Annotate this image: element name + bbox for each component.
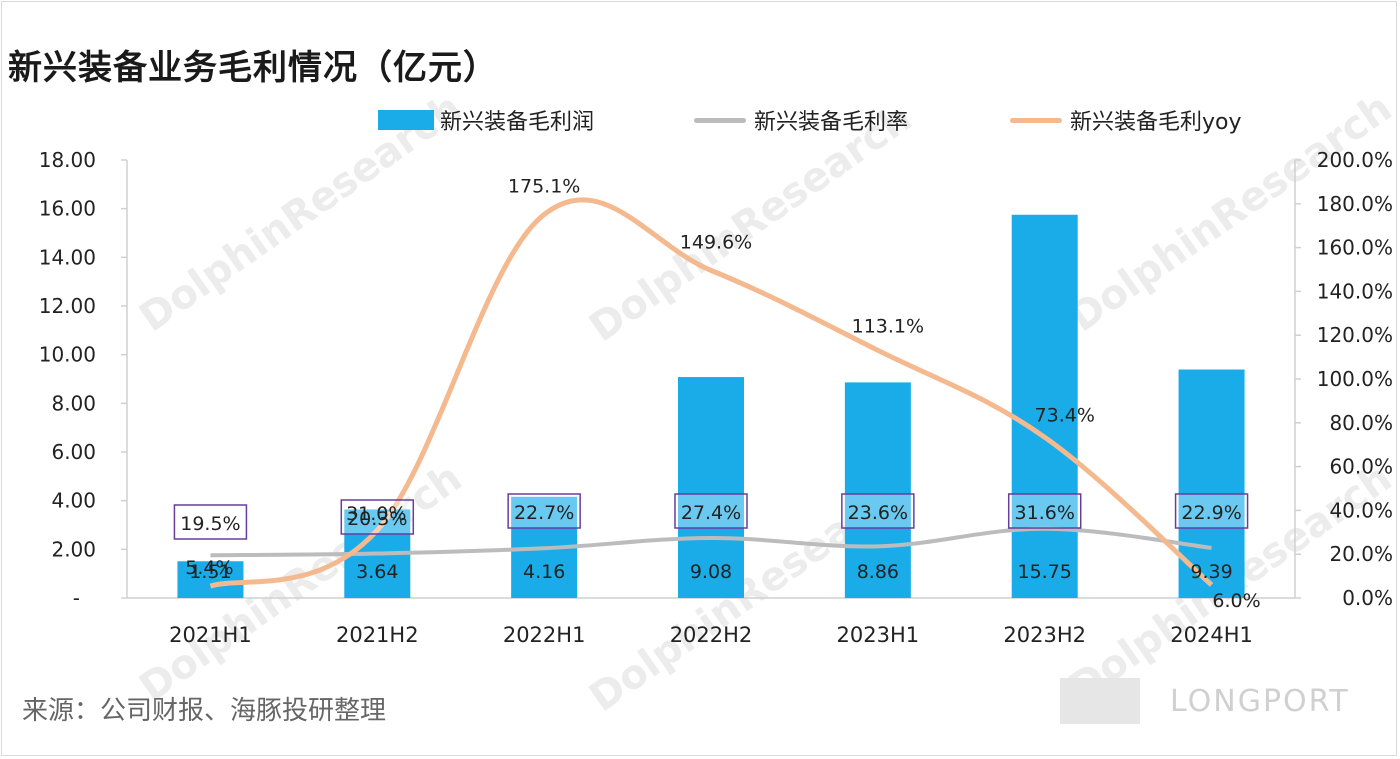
margin-label-box <box>507 493 581 529</box>
yoy-line <box>209 197 1214 589</box>
right-tick-label: 120.0% <box>1317 323 1393 347</box>
yoy-data-label: 149.6% <box>680 231 752 253</box>
bar-data-label: 9.08 <box>690 561 732 583</box>
left-tick-label: 14.00 <box>39 245 96 269</box>
logo-mark <box>1060 678 1140 724</box>
right-tick-label: 40.0% <box>1329 498 1393 522</box>
x-tick-label: 2022H1 <box>503 623 586 647</box>
margin-label-box <box>1174 493 1249 529</box>
bar <box>1011 214 1078 598</box>
right-tick-label: 60.0% <box>1329 455 1393 479</box>
x-tick-label: 2021H1 <box>169 623 252 647</box>
yoy-data-label: 31.0% <box>346 503 406 525</box>
bar <box>678 377 744 598</box>
bar <box>1178 369 1245 598</box>
bar-data-label: 8.86 <box>857 561 899 583</box>
left-tick-label: 2.00 <box>51 537 96 561</box>
bar <box>177 561 244 598</box>
margin-data-label: 19.5% <box>180 513 240 535</box>
legend-bar-swatch <box>378 110 434 130</box>
margin-data-label: 22.9% <box>1181 502 1241 524</box>
left-tick-label: 10.00 <box>39 343 96 367</box>
bar-data-label: 9.39 <box>1190 561 1232 583</box>
right-tick-label: 200.0% <box>1317 148 1393 172</box>
legend-item-bar: 新兴装备毛利润 <box>378 104 594 136</box>
left-tick-label: 12.00 <box>39 294 96 318</box>
margin-data-label: 22.7% <box>514 502 574 524</box>
left-tick-label: 16.00 <box>39 197 96 221</box>
legend-label: 新兴装备毛利润 <box>440 110 595 135</box>
legend-label: 新兴装备毛利yoy <box>1070 110 1242 135</box>
legend-label: 新兴装备毛利率 <box>754 110 909 135</box>
longport-logo: LONGPORT <box>1060 678 1350 724</box>
yoy-data-label: 175.1% <box>508 176 580 198</box>
margin-data-label: 31.6% <box>1015 502 1075 524</box>
logo-text: LONGPORT <box>1170 683 1350 719</box>
x-tick-label: 2024H1 <box>1170 623 1253 647</box>
bar-data-label: 3.64 <box>356 561 398 583</box>
left-tick-label: 18.00 <box>39 148 96 172</box>
right-tick-label: 0.0% <box>1342 586 1393 610</box>
left-tick-label: 6.00 <box>51 440 96 464</box>
legend-item-yoy: 新兴装备毛利yoy <box>1010 104 1242 136</box>
left-tick-label: - <box>73 586 80 610</box>
left-tick-label: 8.00 <box>51 391 96 415</box>
bar-data-label: 15.75 <box>1018 561 1072 583</box>
margin-data-label: 27.4% <box>681 502 741 524</box>
margin-data-label: 20.3% <box>347 508 407 530</box>
margin-label-box <box>173 504 248 540</box>
yoy-data-label: 5.4% <box>185 557 233 579</box>
margin-label-box <box>841 493 915 529</box>
margin-label-box <box>1007 493 1082 529</box>
margin-label-box <box>340 499 415 535</box>
legend-margin-swatch <box>694 117 746 123</box>
legend-yoy-swatch <box>1010 117 1062 123</box>
right-tick-label: 160.0% <box>1317 236 1393 260</box>
right-tick-label: 180.0% <box>1317 192 1393 216</box>
x-tick-label: 2021H2 <box>336 623 419 647</box>
right-tick-label: 20.0% <box>1329 542 1393 566</box>
right-tick-label: 100.0% <box>1317 367 1393 391</box>
chart-title: 新兴装备业务毛利情况（亿元） <box>8 48 498 88</box>
bar <box>844 382 911 598</box>
margin-line <box>210 526 1212 558</box>
yoy-data-label: 113.1% <box>852 315 924 337</box>
bar-data-label: 4.16 <box>523 561 565 583</box>
yoy-data-label: 73.4% <box>1035 404 1095 426</box>
x-tick-label: 2023H1 <box>837 623 920 647</box>
legend: 新兴装备毛利润 新兴装备毛利率 新兴装备毛利yoy <box>0 104 1400 138</box>
right-tick-label: 80.0% <box>1329 411 1393 435</box>
margin-data-label: 23.6% <box>848 502 908 524</box>
x-tick-label: 2022H2 <box>670 623 753 647</box>
left-tick-label: 4.00 <box>51 489 96 513</box>
yoy-data-label: 6.0% <box>1212 590 1260 612</box>
right-tick-label: 140.0% <box>1317 279 1393 303</box>
margin-label-box <box>674 493 748 529</box>
legend-item-margin: 新兴装备毛利率 <box>694 104 908 136</box>
bar-data-label: 1.51 <box>189 561 231 583</box>
x-tick-label: 2023H2 <box>1003 623 1086 647</box>
source-note: 来源：公司财报、海豚投研整理 <box>22 696 387 726</box>
